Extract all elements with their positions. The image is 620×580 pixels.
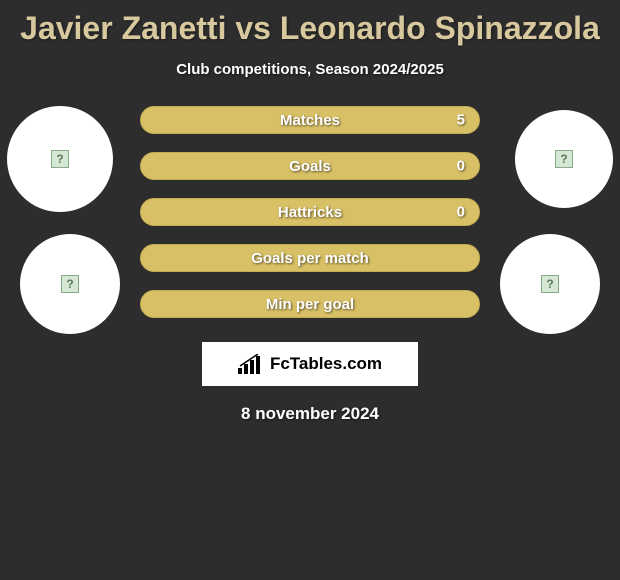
stat-label: Hattricks bbox=[278, 204, 342, 221]
player-avatar-left-1: ? bbox=[7, 106, 113, 212]
stat-label: Goals per match bbox=[251, 250, 369, 267]
stat-bar-goals: Goals 0 bbox=[140, 152, 480, 180]
player-avatar-right-2: ? bbox=[500, 234, 600, 334]
stat-bar-min-per-goal: Min per goal bbox=[140, 290, 480, 318]
stat-label: Min per goal bbox=[266, 296, 354, 313]
placeholder-image-icon: ? bbox=[61, 275, 79, 293]
stat-label: Goals bbox=[289, 158, 331, 175]
stat-bars: Matches 5 Goals 0 Hattricks 0 Goals per … bbox=[140, 106, 480, 318]
player-avatar-left-2: ? bbox=[20, 234, 120, 334]
stat-value: 5 bbox=[457, 112, 465, 129]
stat-value: 0 bbox=[457, 158, 465, 175]
placeholder-image-icon: ? bbox=[541, 275, 559, 293]
player-avatar-right-1: ? bbox=[515, 110, 613, 208]
placeholder-image-icon: ? bbox=[555, 150, 573, 168]
stat-value: 0 bbox=[457, 204, 465, 221]
placeholder-image-icon: ? bbox=[51, 150, 69, 168]
comparison-title: Javier Zanetti vs Leonardo Spinazzola bbox=[0, 0, 620, 47]
stats-area: ? ? ? ? Matches 5 Goals 0 Hattricks 0 Go… bbox=[0, 106, 620, 326]
brand-name: FcTables.com bbox=[270, 354, 382, 374]
stat-bar-matches: Matches 5 bbox=[140, 106, 480, 134]
snapshot-date: 8 november 2024 bbox=[0, 404, 620, 424]
chart-bars-icon bbox=[238, 354, 264, 374]
stat-label: Matches bbox=[280, 112, 340, 129]
stat-bar-hattricks: Hattricks 0 bbox=[140, 198, 480, 226]
brand-badge: FcTables.com bbox=[202, 342, 418, 386]
stat-bar-goals-per-match: Goals per match bbox=[140, 244, 480, 272]
comparison-subtitle: Club competitions, Season 2024/2025 bbox=[0, 61, 620, 78]
